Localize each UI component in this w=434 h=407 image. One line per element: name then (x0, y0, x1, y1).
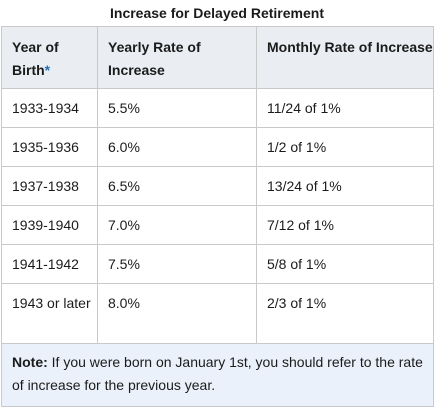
header-row: Year of Birth* Yearly Rate of Increase M… (1, 26, 434, 89)
delayed-retirement-table: Year of Birth* Yearly Rate of Increase M… (1, 26, 434, 407)
table-row: 1933-1934 5.5% 11/24 of 1% (1, 88, 434, 128)
cell-yearly-rate: 6.0% (97, 127, 257, 167)
cell-year: 1933-1934 (1, 88, 98, 128)
table-row: 1939-1940 7.0% 7/12 of 1% (1, 205, 434, 245)
cell-yearly-rate: 8.0% (97, 283, 257, 344)
cell-yearly-rate: 7.0% (97, 205, 257, 245)
cell-yearly-rate: 5.5% (97, 88, 257, 128)
table-caption: Increase for Delayed Retirement (110, 5, 324, 21)
cell-year: 1935-1936 (1, 127, 98, 167)
header-yearly-rate: Yearly Rate of Increase (97, 26, 257, 89)
table-row: 1941-1942 7.5% 5/8 of 1% (1, 244, 434, 284)
note-label: Note: (12, 354, 48, 370)
cell-year: 1943 or later (1, 283, 98, 344)
cell-year: 1937-1938 (1, 166, 98, 206)
header-year-label: Year of Birth (12, 39, 59, 78)
cell-year: 1941-1942 (1, 244, 98, 284)
cell-monthly-rate: 13/24 of 1% (256, 166, 434, 206)
cell-monthly-rate: 1/2 of 1% (256, 127, 434, 167)
table-row: 1943 or later 8.0% 2/3 of 1% (1, 283, 434, 344)
cell-monthly-rate: 11/24 of 1% (256, 88, 434, 128)
note-row: Note: If you were born on January 1st, y… (1, 343, 434, 407)
table-row: 1935-1936 6.0% 1/2 of 1% (1, 127, 434, 167)
note-text: If you were born on January 1st, you sho… (12, 354, 423, 393)
cell-year: 1939-1940 (1, 205, 98, 245)
footnote-link[interactable]: * (44, 62, 51, 78)
cell-monthly-rate: 5/8 of 1% (256, 244, 434, 284)
cell-monthly-rate: 7/12 of 1% (256, 205, 434, 245)
header-monthly-rate: Monthly Rate of Increase (256, 26, 434, 89)
cell-yearly-rate: 7.5% (97, 244, 257, 284)
table-row: 1937-1938 6.5% 13/24 of 1% (1, 166, 434, 206)
cell-yearly-rate: 6.5% (97, 166, 257, 206)
cell-monthly-rate: 2/3 of 1% (256, 283, 434, 344)
note-cell: Note: If you were born on January 1st, y… (1, 343, 434, 407)
header-year-of-birth: Year of Birth* (1, 26, 98, 89)
